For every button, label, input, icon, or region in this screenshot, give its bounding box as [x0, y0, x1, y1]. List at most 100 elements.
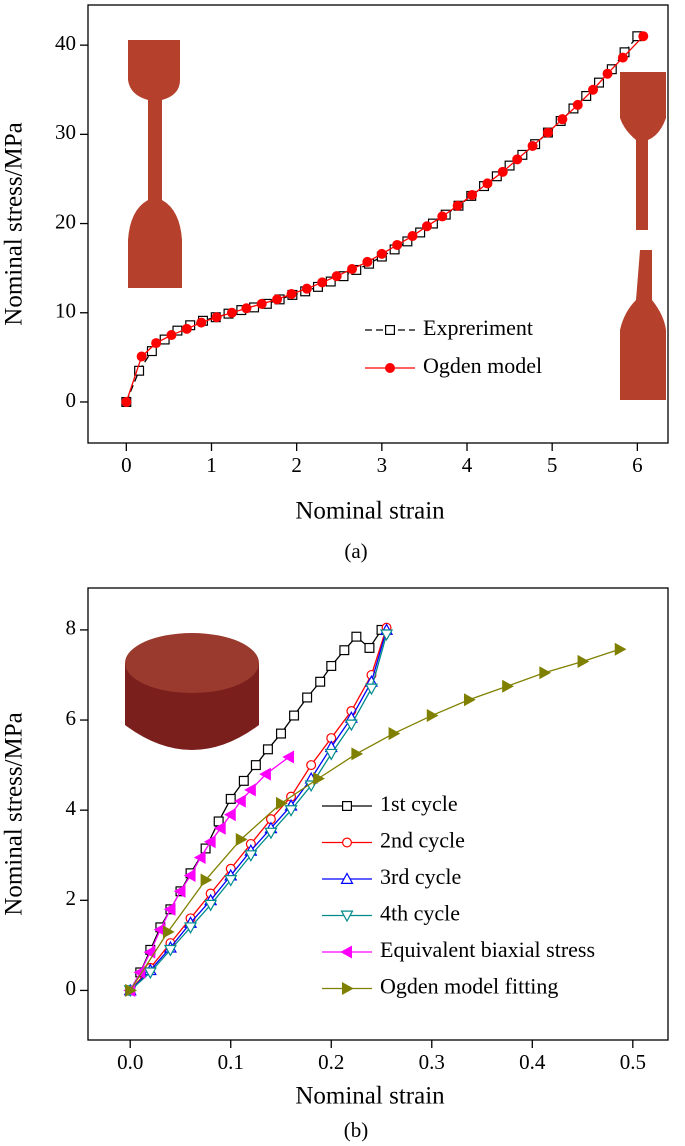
marker — [213, 821, 226, 835]
marker — [256, 298, 267, 309]
y-tick-label: 8 — [66, 616, 77, 640]
y-tick-label: 0 — [66, 388, 77, 412]
x-tick-label: 0.1 — [218, 1050, 244, 1074]
marker — [301, 283, 312, 294]
marker — [284, 805, 298, 817]
marker — [351, 747, 364, 761]
marker — [275, 728, 286, 739]
legend-label: 4th cycle — [380, 901, 460, 926]
legend-marker — [385, 363, 396, 374]
marker — [497, 166, 508, 177]
marker — [234, 794, 246, 808]
legend-marker — [340, 945, 352, 959]
marker — [203, 835, 216, 849]
y-tick-label: 40 — [55, 31, 76, 55]
y-tick-label: 20 — [55, 209, 76, 233]
marker — [539, 666, 552, 680]
marker — [452, 200, 463, 211]
marker — [196, 317, 207, 328]
marker — [211, 312, 222, 323]
x-tick-label: 3 — [377, 453, 388, 477]
marker — [184, 922, 198, 935]
marker — [134, 365, 145, 376]
marker — [136, 351, 147, 362]
marker — [588, 84, 599, 95]
marker — [224, 875, 238, 887]
y-tick-label: 0 — [66, 976, 77, 1000]
marker — [364, 683, 378, 696]
marker — [392, 239, 403, 250]
x-tick-label: 5 — [547, 453, 558, 477]
y-tick-label: 30 — [55, 120, 76, 144]
marker — [614, 642, 627, 656]
series-line — [125, 35, 638, 403]
marker — [282, 750, 295, 764]
marker — [238, 775, 249, 786]
legend-marker — [385, 325, 396, 336]
marker — [244, 783, 256, 797]
marker — [163, 902, 176, 916]
marker — [125, 983, 137, 997]
marker — [306, 760, 317, 771]
legend-marker — [342, 981, 354, 996]
marker — [542, 127, 553, 138]
marker — [225, 793, 236, 804]
marker — [264, 827, 278, 840]
legend-label: Expreriment — [423, 315, 533, 340]
marker — [638, 31, 649, 42]
marker — [183, 868, 196, 883]
marker — [617, 52, 628, 63]
y-axis-title: Nominal stress/MPa — [1, 122, 28, 325]
series-line — [129, 627, 388, 991]
marker — [286, 289, 297, 300]
x-tick-label: 6 — [632, 453, 643, 477]
marker — [407, 231, 418, 242]
marker — [388, 727, 401, 741]
x-tick-label: 0.3 — [419, 1050, 445, 1074]
marker — [181, 323, 192, 334]
marker — [143, 967, 157, 980]
x-tick-label: 2 — [291, 453, 302, 477]
marker — [362, 256, 373, 267]
panel-caption: (a) — [344, 539, 367, 563]
marker — [259, 767, 271, 781]
marker — [313, 772, 325, 786]
marker — [315, 676, 326, 687]
marker — [235, 832, 248, 846]
x-axis-title: Nominal strain — [295, 1083, 445, 1110]
marker — [380, 629, 394, 642]
marker — [250, 760, 261, 771]
legend-label: 1st cycle — [380, 791, 458, 816]
x-tick-label: 0.5 — [620, 1050, 646, 1074]
y-tick-label: 4 — [66, 796, 77, 820]
marker — [166, 330, 177, 341]
marker — [224, 808, 236, 822]
marker — [426, 709, 439, 723]
marker — [512, 154, 523, 165]
marker — [339, 645, 350, 656]
legend-label: 3rd cycle — [380, 864, 461, 889]
marker — [602, 68, 613, 79]
marker — [347, 264, 358, 275]
marker — [275, 796, 288, 810]
series-line — [125, 35, 644, 403]
marker — [331, 271, 342, 282]
marker — [241, 303, 252, 314]
marker — [463, 693, 476, 707]
marker — [502, 679, 514, 693]
marker — [226, 307, 237, 318]
marker — [351, 631, 362, 642]
marker — [272, 294, 283, 305]
x-tick-label: 0 — [121, 453, 132, 477]
plot-frame — [87, 587, 669, 1041]
marker — [163, 944, 177, 957]
marker — [159, 334, 170, 345]
marker — [326, 660, 337, 671]
marker — [376, 248, 387, 259]
marker — [244, 850, 258, 862]
x-tick-label: 1 — [206, 453, 217, 477]
marker — [467, 190, 478, 201]
marker — [364, 642, 375, 653]
marker — [193, 850, 206, 865]
